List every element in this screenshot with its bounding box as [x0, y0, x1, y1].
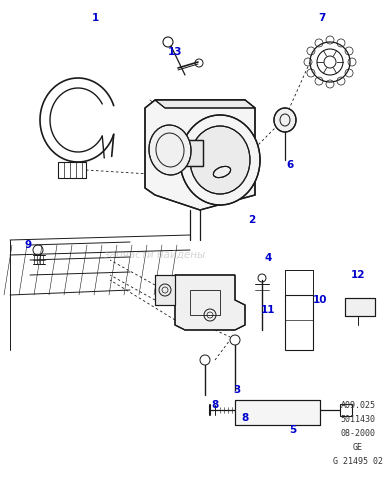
- Polygon shape: [175, 275, 245, 330]
- Bar: [235, 400, 320, 425]
- Text: 8: 8: [242, 413, 249, 423]
- Text: 08-2000: 08-2000: [340, 429, 375, 437]
- Text: 8: 8: [211, 400, 219, 410]
- Bar: [190, 290, 220, 315]
- Text: 2: 2: [248, 215, 256, 225]
- Bar: [235, 400, 320, 425]
- Text: запчасти найдены: запчасти найдены: [104, 250, 206, 260]
- Text: 10: 10: [313, 295, 327, 305]
- Bar: [340, 404, 352, 416]
- Bar: [285, 295, 313, 350]
- Text: 13: 13: [168, 47, 182, 57]
- Text: 5011430: 5011430: [340, 415, 375, 423]
- Polygon shape: [145, 100, 255, 210]
- Text: 3: 3: [233, 385, 241, 395]
- Text: 6: 6: [286, 160, 294, 170]
- Ellipse shape: [149, 125, 191, 175]
- Text: 5: 5: [289, 425, 297, 435]
- Ellipse shape: [274, 108, 296, 132]
- Ellipse shape: [214, 167, 231, 178]
- Bar: [58, 162, 86, 178]
- Text: 12: 12: [351, 270, 365, 280]
- Text: A09.025: A09.025: [340, 400, 375, 409]
- Polygon shape: [155, 275, 175, 305]
- Bar: [175, 140, 203, 166]
- Bar: [345, 298, 375, 316]
- Ellipse shape: [190, 126, 250, 194]
- Bar: [175, 140, 203, 166]
- Text: 4: 4: [264, 253, 272, 263]
- Text: GE: GE: [353, 443, 363, 452]
- Text: 7: 7: [318, 13, 326, 23]
- Text: 1: 1: [91, 13, 99, 23]
- Text: G 21495 02: G 21495 02: [333, 456, 383, 466]
- Ellipse shape: [180, 115, 260, 205]
- Polygon shape: [155, 100, 255, 108]
- Bar: [345, 298, 375, 316]
- Text: 11: 11: [261, 305, 275, 315]
- Text: 9: 9: [25, 240, 32, 250]
